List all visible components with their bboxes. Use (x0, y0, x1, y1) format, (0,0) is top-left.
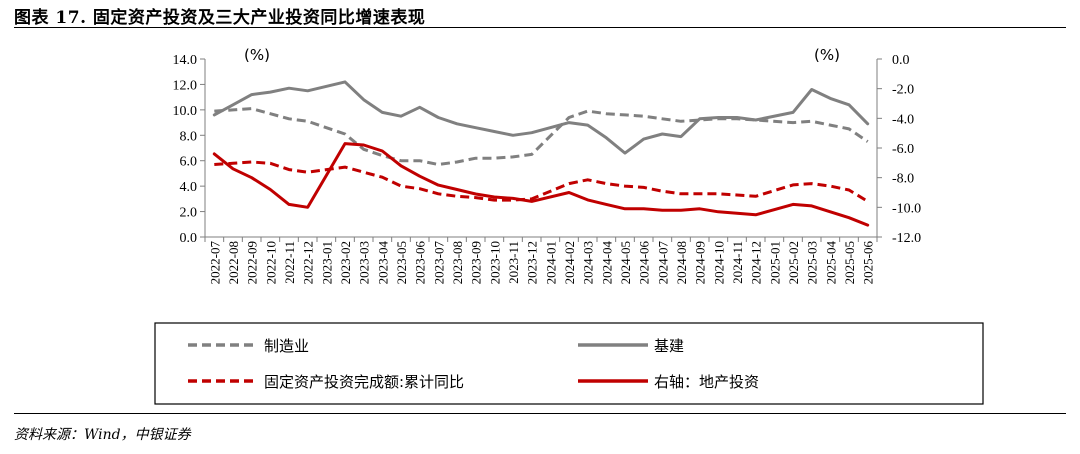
x-tick-label: 2023-07 (431, 241, 446, 285)
x-tick-label: 2022-11 (282, 241, 297, 284)
x-tick-label: 2024-09 (693, 241, 708, 284)
left-tick-label: 10.0 (173, 104, 198, 119)
right-tick-label: -8.0 (892, 172, 914, 187)
chart-axes: 0.0 2.0 4.0 6.0 8.0 10.0 12.0 14.0 -12.0 -10.0 -8.… (173, 46, 922, 284)
x-tick-label: 2023-12 (525, 241, 540, 284)
series-line-1 (212, 80, 870, 155)
x-tick-label: 2024-03 (581, 241, 596, 284)
x-tick-label: 2023-06 (413, 241, 428, 285)
left-tick-label: 0.0 (180, 231, 198, 246)
x-tick-label: 2023-10 (487, 241, 502, 284)
x-tick-label: 2025-04 (823, 241, 838, 285)
title-rule (14, 27, 1066, 28)
x-tick-label: 2024-01 (543, 241, 558, 284)
x-tick-label: 2022-08 (226, 241, 241, 284)
x-tick-label: 2025-02 (786, 241, 801, 284)
left-tick-label: 12.0 (173, 78, 198, 93)
series-line-2 (214, 160, 869, 203)
x-tick-label: 2023-01 (319, 241, 334, 284)
left-unit-label: (%) (244, 46, 270, 64)
right-tick-label: 0.0 (892, 53, 910, 68)
x-tick-label: 2024-11 (730, 241, 745, 284)
x-tick-label: 2023-11 (506, 241, 521, 284)
x-tick-label: 2024-04 (599, 241, 614, 285)
legend-label-1: 基建 (654, 337, 684, 355)
right-tick-label: -6.0 (892, 142, 914, 157)
source-note: 资料来源：Wind，中银证券 (14, 427, 191, 443)
x-tick-label: 2024-12 (749, 241, 764, 284)
x-tick-label: 2024-02 (562, 241, 577, 284)
chart-series (212, 80, 870, 227)
line-chart: 0.0 2.0 4.0 6.0 8.0 10.0 12.0 14.0 -12.0 -10.0 -8.… (154, 46, 984, 405)
x-tick-label: 2023-09 (469, 241, 484, 284)
x-tick-label: 2024-08 (674, 241, 689, 284)
x-tick-label: 2024-07 (655, 241, 670, 285)
source-rule (14, 413, 1066, 414)
x-tick-label: 2023-08 (450, 241, 465, 284)
legend-box (154, 322, 984, 405)
legend-label-0: 制造业 (264, 337, 309, 355)
x-tick-label: 2025-05 (842, 241, 857, 284)
series-line-3 (212, 142, 870, 227)
x-tick-label: 2023-02 (338, 241, 353, 284)
legend-label-2: 固定资产投资完成额:累计同比 (264, 373, 464, 391)
right-tick-label: -10.0 (892, 201, 921, 216)
x-tick-label: 2023-05 (394, 241, 409, 284)
x-tick-label: 2023-04 (375, 241, 390, 285)
left-tick-label: 4.0 (180, 180, 198, 195)
x-tick-label: 2022-10 (263, 241, 278, 284)
x-tick-label: 2023-03 (357, 241, 372, 284)
left-tick-label: 8.0 (180, 129, 198, 144)
x-tick-label: 2022-12 (301, 241, 316, 284)
right-unit-label: (%) (814, 46, 840, 64)
right-tick-label: -4.0 (892, 112, 914, 127)
left-tick-label: 6.0 (180, 155, 198, 170)
x-tick-label: 2025-01 (767, 241, 782, 284)
x-tick-label: 2024-06 (637, 241, 652, 285)
x-tick-label: 2025-06 (861, 241, 876, 285)
x-tick-label: 2025-03 (805, 241, 820, 284)
x-tick-label: 2022-09 (245, 241, 260, 284)
x-tick-label: 2022-07 (207, 241, 222, 285)
left-tick-label: 14.0 (173, 53, 198, 68)
x-tick-label: 2024-10 (711, 241, 726, 284)
right-tick-label: -2.0 (892, 83, 914, 98)
right-tick-label: -12.0 (892, 231, 921, 246)
x-tick-label: 2024-05 (618, 241, 633, 284)
legend-label-3: 右轴：地产投资 (654, 373, 759, 391)
figure-title: 图表 17. 固定资产投资及三大产业投资同比增速表现 (14, 8, 426, 28)
left-tick-label: 2.0 (180, 206, 198, 221)
